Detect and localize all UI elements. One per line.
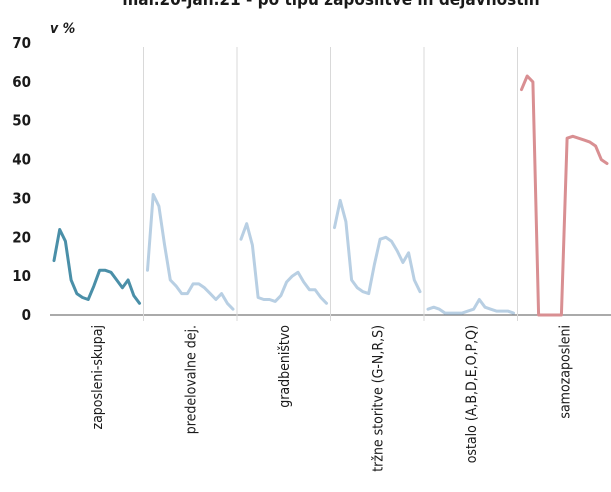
panel: samozaposleni <box>517 47 609 419</box>
series-line <box>426 298 515 315</box>
series-line <box>520 74 609 317</box>
panel: tržne storitve (G-N,R,S) <box>330 47 422 472</box>
y-tick-label: 60 <box>12 73 31 91</box>
y-tick-label: 0 <box>22 306 31 324</box>
panel: ostalo (A,B,D,E,O,P,Q) <box>423 47 515 463</box>
series-line <box>146 193 235 311</box>
panel: zaposleni-skupaj <box>52 228 141 430</box>
y-tick-label: 70 <box>12 34 31 52</box>
category-label: zaposleni-skupaj <box>90 325 106 430</box>
series-line <box>333 198 422 296</box>
y-axis: 0 10 20 30 40 50 60 70 <box>12 34 611 324</box>
y-tick-label: 40 <box>12 151 31 169</box>
series-line <box>239 222 328 305</box>
y-tick-label: 10 <box>12 267 31 285</box>
chart-title: mar.20-jan.21 - po tipu zaposlitve in de… <box>122 0 539 10</box>
panel: predelovalne dej. <box>143 47 235 434</box>
y-tick-label: 30 <box>12 189 31 207</box>
series-line <box>52 228 141 305</box>
category-label: samozaposleni <box>557 325 573 419</box>
unit-label: v % <box>50 21 75 37</box>
panels: zaposleni-skupaj predelovalne dej. gradben… <box>52 47 609 472</box>
category-label: gradbeništvo <box>277 325 293 408</box>
panel: gradbeništvo <box>236 47 328 408</box>
y-tick-label: 20 <box>12 228 31 246</box>
category-label: tržne storitve (G-N,R,S) <box>370 325 386 472</box>
y-tick-label: 50 <box>12 112 31 130</box>
category-label: predelovalne dej. <box>183 325 199 434</box>
category-label: ostalo (A,B,D,E,O,P,Q) <box>464 325 480 463</box>
